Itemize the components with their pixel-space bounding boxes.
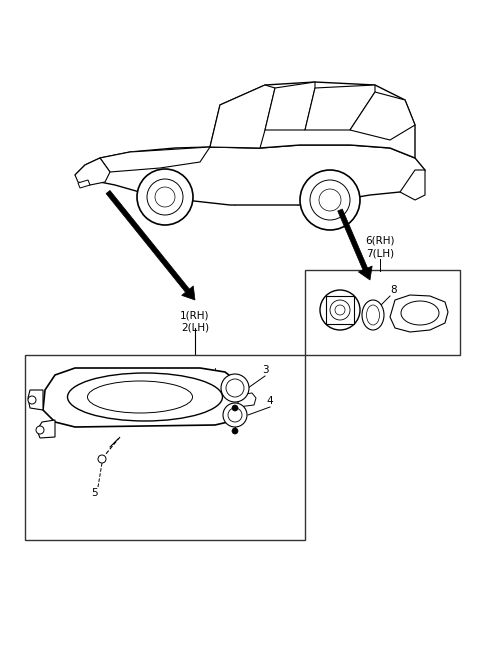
Ellipse shape	[401, 301, 439, 325]
Circle shape	[147, 179, 183, 215]
Polygon shape	[43, 368, 240, 427]
Polygon shape	[350, 92, 415, 140]
Circle shape	[232, 405, 238, 411]
Polygon shape	[400, 170, 425, 200]
Circle shape	[36, 426, 44, 434]
Ellipse shape	[362, 300, 384, 330]
Circle shape	[310, 180, 350, 220]
Ellipse shape	[367, 305, 380, 325]
Circle shape	[223, 403, 247, 427]
Polygon shape	[28, 390, 43, 410]
Circle shape	[98, 455, 106, 463]
Polygon shape	[326, 296, 354, 324]
Text: 4: 4	[267, 396, 273, 406]
Polygon shape	[238, 393, 256, 407]
Bar	[25, 355, 305, 540]
Polygon shape	[100, 147, 210, 172]
Circle shape	[221, 374, 249, 402]
Text: 5: 5	[92, 488, 98, 498]
Polygon shape	[338, 209, 372, 280]
Text: 6(RH)
7(LH): 6(RH) 7(LH)	[365, 236, 395, 258]
Polygon shape	[106, 190, 195, 300]
Circle shape	[226, 379, 244, 397]
Text: 1(RH)
2(LH): 1(RH) 2(LH)	[180, 310, 210, 333]
Bar	[305, 270, 460, 355]
Polygon shape	[305, 85, 375, 130]
Circle shape	[137, 169, 193, 225]
Polygon shape	[210, 82, 415, 158]
Polygon shape	[75, 158, 110, 185]
Polygon shape	[265, 82, 315, 130]
Ellipse shape	[68, 373, 223, 421]
Circle shape	[330, 300, 350, 320]
Circle shape	[228, 408, 242, 422]
Polygon shape	[37, 420, 55, 438]
Circle shape	[232, 428, 238, 434]
Text: 3: 3	[262, 365, 268, 375]
Polygon shape	[210, 85, 275, 148]
Text: 8: 8	[390, 285, 396, 295]
Polygon shape	[75, 145, 425, 205]
Polygon shape	[390, 295, 448, 332]
Circle shape	[300, 170, 360, 230]
Circle shape	[320, 290, 360, 330]
Circle shape	[28, 396, 36, 404]
Ellipse shape	[87, 381, 192, 413]
Polygon shape	[78, 180, 90, 188]
